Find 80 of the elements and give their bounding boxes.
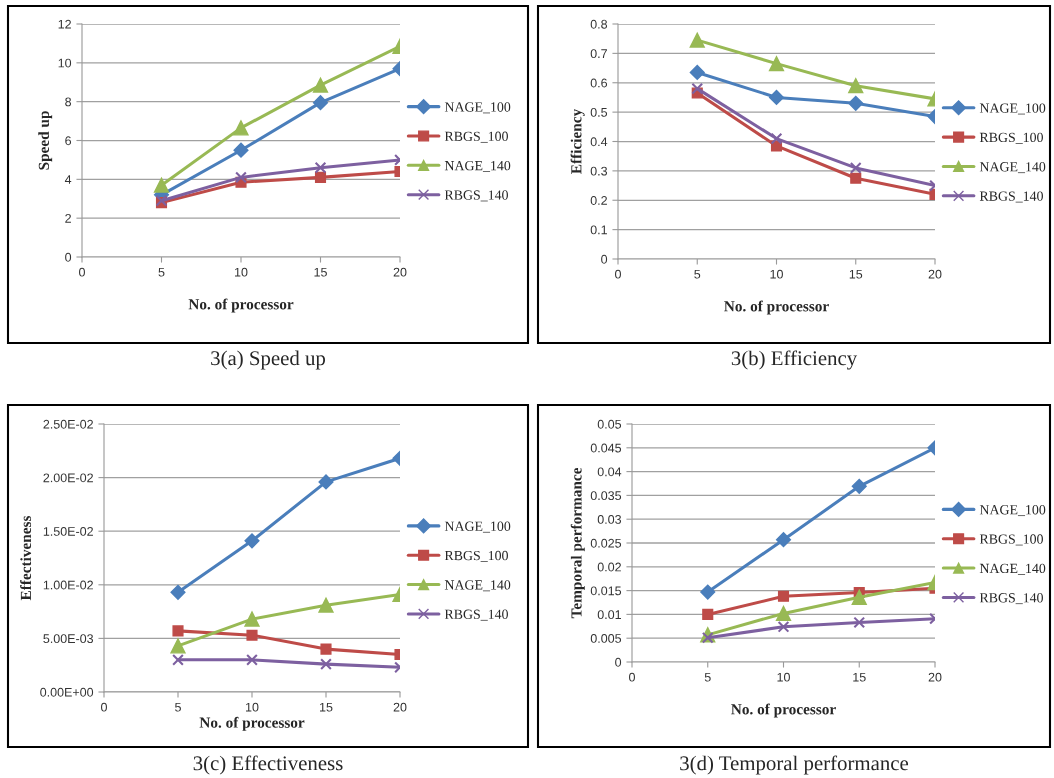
x-tick-label: 5 — [694, 269, 701, 279]
x-tick-label: 10 — [770, 269, 783, 279]
text: 3(c) Effectiveness — [193, 755, 343, 775]
y-tick-label: 0.04 — [597, 467, 622, 477]
y-tick-label: 4 — [64, 175, 72, 184]
y-tick-label: 12 — [58, 19, 71, 29]
x-tick-label: 5 — [704, 672, 711, 682]
x-tick-label: 5 — [158, 267, 165, 277]
y-tick-label: 0.3 — [590, 166, 608, 176]
legend-label: NAGE_140 — [444, 580, 511, 592]
x-tick-label: 15 — [314, 267, 327, 277]
text: 3(a) Speed up — [211, 350, 326, 370]
y-tick-label: 10 — [58, 58, 72, 68]
x-axis-title: No. of processor — [199, 716, 305, 731]
y-tick-label: 0.2 — [590, 196, 607, 205]
x-tick-label: 0 — [101, 702, 107, 712]
legend-label: RBGS_140 — [444, 609, 508, 621]
legend-label: NAGE_140 — [979, 162, 1046, 174]
y-tick-label: 0.005 — [590, 634, 622, 643]
y-tick-label: 0.03 — [597, 515, 622, 524]
legend-label: NAGE_100 — [979, 103, 1046, 115]
legend-label: RBGS_100 — [444, 550, 508, 562]
y-tick-label: 1.50E-02 — [43, 527, 93, 536]
x-tick-label: 15 — [849, 269, 863, 279]
legend-label: RBGS_140 — [979, 191, 1043, 203]
legend-label: RBGS_140 — [979, 593, 1043, 605]
y-tick-label: 8 — [65, 97, 72, 107]
legend-label: RBGS_100 — [979, 534, 1043, 546]
text: 3(b) Efficiency — [731, 350, 858, 370]
y-tick-label: 0.5 — [590, 107, 608, 117]
y-tick-label: 0.4 — [590, 137, 608, 147]
y-tick-label: 2.50E-02 — [43, 419, 93, 429]
x-tick-label: 10 — [777, 672, 790, 682]
x-axis-title: No. of processor — [188, 298, 294, 313]
y-axis-title: Efficiency — [570, 108, 585, 174]
y-tick-label: 0.035 — [590, 491, 622, 501]
x-tick-label: 10 — [246, 702, 259, 712]
y-tick-label: 0 — [615, 657, 622, 667]
y-tick-label: 0 — [601, 254, 608, 264]
y-tick-label: 6 — [65, 136, 72, 146]
y-tick-label: 1.00E-02 — [43, 580, 93, 590]
legend-label: NAGE_100 — [444, 102, 511, 114]
x-axis-title: No. of processor — [731, 703, 836, 718]
y-tick-label: 0.00E+00 — [40, 687, 94, 697]
x-tick-label: 20 — [393, 702, 407, 712]
x-tick-label: 5 — [175, 702, 181, 712]
y-tick-label: 0.045 — [590, 443, 622, 453]
x-tick-label: 10 — [235, 267, 248, 277]
x-tick-label: 20 — [928, 269, 942, 279]
legend-label: NAGE_140 — [444, 160, 511, 172]
y-axis-title: Effectiveness — [20, 515, 32, 601]
x-tick-label: 15 — [320, 702, 333, 712]
x-tick-label: 15 — [853, 672, 866, 682]
y-tick-label: 2.00E-02 — [43, 473, 93, 483]
y-tick-label: 0.05 — [597, 419, 622, 429]
y-tick-label: 0.015 — [590, 586, 622, 596]
y-tick-label: 0.01 — [597, 610, 621, 620]
y-tick-label: 0.6 — [590, 78, 608, 88]
x-axis-title: No. of processor — [724, 300, 829, 315]
y-tick-label: 0 — [65, 252, 72, 262]
y-tick-label: 0.02 — [597, 562, 621, 572]
legend-label: RBGS_140 — [444, 190, 508, 202]
legend-label: NAGE_100 — [979, 505, 1046, 517]
legend-label: RBGS_100 — [979, 132, 1043, 144]
x-tick-label: 0 — [629, 672, 635, 682]
text: 3(d) Temporal performance — [680, 755, 909, 775]
x-tick-label: 0 — [79, 267, 85, 277]
y-tick-label: 0.7 — [590, 49, 607, 59]
y-axis-title: Temporal performance — [570, 467, 585, 619]
y-tick-label: 0.025 — [590, 538, 622, 548]
legend-label: RBGS_100 — [444, 131, 508, 143]
y-tick-label: 0.1 — [590, 225, 607, 235]
y-axis-title: Speed up — [38, 111, 53, 170]
y-tick-label: 2 — [65, 213, 71, 223]
x-tick-label: 20 — [393, 267, 407, 277]
y-tick-label: 0.8 — [590, 19, 608, 29]
legend-label: NAGE_140 — [979, 563, 1046, 575]
legend-label: NAGE_100 — [444, 521, 511, 533]
y-tick-label: 5.00E-03 — [43, 634, 94, 644]
x-tick-label: 20 — [928, 672, 942, 682]
